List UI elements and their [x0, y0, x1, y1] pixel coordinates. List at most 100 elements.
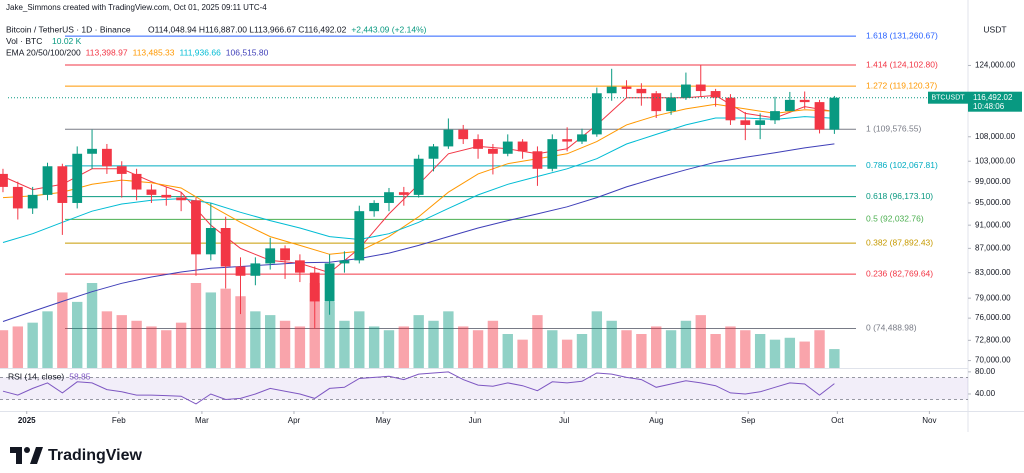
volume-bar — [101, 311, 113, 368]
rsi-title: RSI (14, close) — [8, 371, 64, 381]
volume-bar — [502, 334, 513, 368]
ema-title: EMA 20/50/100/200 — [6, 47, 81, 57]
volume-bar — [517, 339, 528, 368]
symbol-title: Bitcoin / TetherUS · 1D · Binance — [6, 24, 131, 34]
candle-body — [755, 120, 766, 125]
candle-body — [488, 148, 498, 154]
volume-bar — [146, 326, 157, 368]
y-tick-label: 91,000.00 — [975, 220, 1011, 229]
fib-label: 1.618 (131,260.67) — [866, 30, 938, 40]
y-tick-label: 72,800.00 — [975, 335, 1011, 344]
rsi-y-tick-label: 80.00 — [975, 367, 996, 376]
candle-body — [428, 146, 439, 159]
volume-bar — [116, 315, 127, 368]
y-tick-label: 95,000.00 — [975, 198, 1011, 207]
ema-value: 113,485.33 — [133, 47, 175, 57]
volume-bar — [754, 334, 766, 368]
volume-bar — [576, 334, 588, 368]
ohlc: O114,048.94 H116,887.00 L113,966.67 C116… — [148, 24, 347, 34]
volume-bar — [190, 283, 202, 368]
volume-bar — [472, 330, 484, 368]
x-tick-label: 2025 — [18, 416, 36, 425]
x-tick-label: Sep — [741, 416, 756, 425]
candle-body — [27, 194, 38, 209]
candle-body — [695, 84, 706, 92]
candle-body — [710, 91, 721, 98]
volume-bar — [324, 301, 335, 368]
logo-slash — [30, 447, 43, 464]
x-tick-label: Mar — [195, 416, 209, 425]
logo-dot — [24, 447, 30, 453]
x-tick-label: Apr — [288, 416, 301, 425]
candle-body — [621, 86, 632, 89]
x-tick-label: Oct — [831, 416, 844, 425]
candle-body — [12, 186, 23, 209]
y-tick-label: 83,000.00 — [975, 268, 1011, 277]
volume-title: Vol · BTC — [6, 36, 42, 46]
candle-body — [354, 211, 365, 261]
candle-body — [562, 139, 573, 142]
rsi-band-fill — [0, 377, 968, 400]
candle-body — [101, 148, 112, 167]
y-tick-label: 76,000.00 — [975, 313, 1011, 322]
candle-body — [473, 139, 483, 149]
volume-bar — [12, 326, 24, 368]
candle-body — [191, 200, 201, 255]
volume-bar — [428, 320, 439, 368]
candle-body — [42, 166, 53, 195]
fib-label: 0.786 (102,067.81) — [866, 160, 938, 170]
candle-body — [502, 141, 513, 154]
volume-bar — [769, 339, 781, 368]
volume-bar — [205, 292, 217, 368]
y-tick-label: 124,000.00 — [975, 61, 1016, 70]
volume-bar — [235, 296, 246, 368]
candle-body — [443, 129, 454, 147]
candle-body — [666, 97, 676, 112]
volume-bar — [0, 330, 9, 368]
countdown: 10:48:06 — [973, 102, 1005, 111]
candle-body — [0, 173, 8, 187]
candle-body — [606, 86, 617, 94]
candle-body — [176, 197, 187, 201]
y-tick-label: 103,000.00 — [975, 156, 1016, 165]
fib-label: 0.236 (82,769.64) — [866, 268, 933, 278]
change: +2,443.09 (+2.14%) — [351, 24, 426, 34]
volume-bar — [161, 330, 172, 368]
volume-bar — [383, 330, 395, 368]
candle-body — [591, 93, 602, 135]
ema-value: 113,398.97 — [86, 47, 128, 57]
volume-bar — [398, 326, 410, 368]
volume-bar — [710, 334, 721, 368]
candle-body — [799, 99, 810, 103]
y-tick-label: 99,000.00 — [975, 177, 1011, 186]
volume-bar — [279, 320, 291, 368]
candle-body — [725, 97, 736, 121]
volume-bar — [665, 330, 677, 368]
candle-body — [57, 166, 68, 203]
volume-bar — [591, 311, 603, 368]
fib-label: 0.382 (87,892.43) — [866, 237, 933, 247]
volume-bar — [621, 330, 632, 368]
candle-body — [814, 102, 825, 130]
ema-line — [2, 116, 835, 243]
candle-body — [770, 111, 780, 121]
brand-logo: TradingView — [10, 447, 143, 464]
logo-mark — [10, 447, 22, 464]
fib-label: 1.272 (119,120.37) — [866, 80, 937, 90]
candle-body — [161, 194, 172, 198]
fib-label: 0.5 (92,032.76) — [866, 214, 924, 224]
volume-bar — [799, 341, 810, 368]
candle-body — [116, 166, 127, 174]
fib-label: 0.618 (96,173.10) — [866, 191, 933, 201]
candle-body — [72, 153, 83, 203]
y-tick-label: 108,000.00 — [975, 132, 1016, 141]
volume-bar — [175, 322, 187, 368]
fib-label: 1.414 (124,102.80) — [866, 59, 938, 69]
rsi-value: 58.85 — [69, 371, 91, 381]
last-price-symbol: BTCUSDT — [931, 95, 965, 102]
candle-body — [681, 84, 691, 98]
volume-bar — [354, 311, 365, 368]
volume-bar — [413, 315, 424, 368]
volume-bar — [86, 283, 98, 368]
